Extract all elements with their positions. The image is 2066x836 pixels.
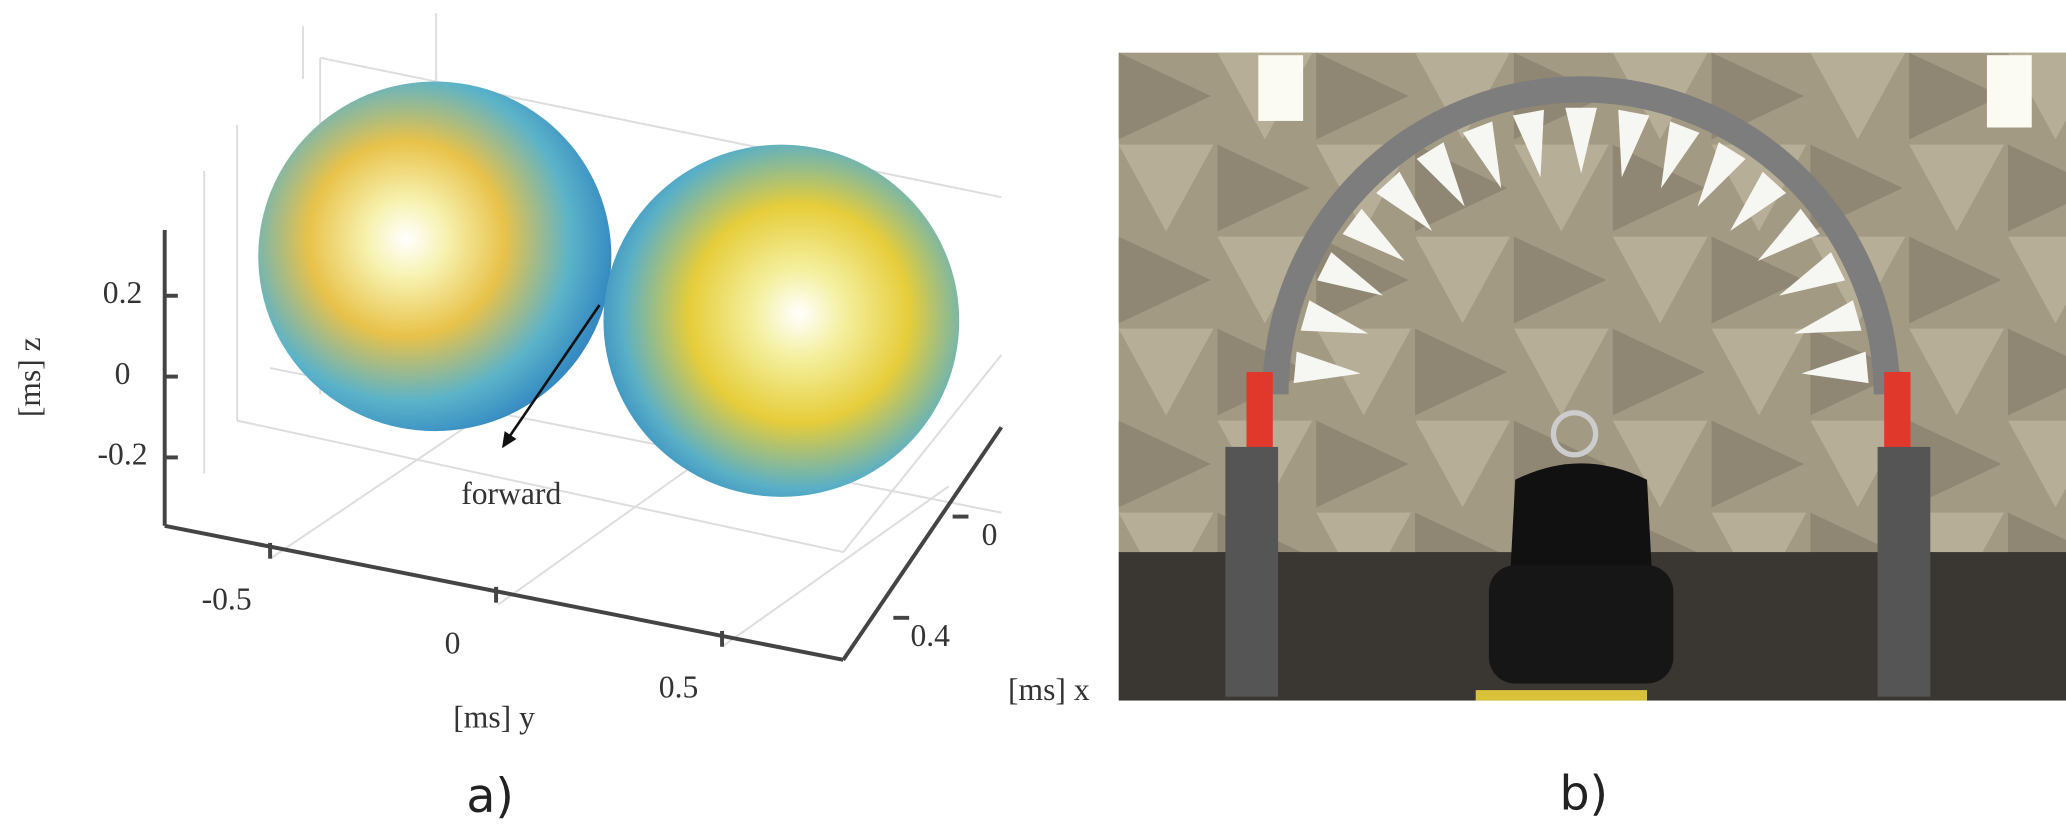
tick-label: -0.2 (98, 437, 148, 472)
tick-label: 0 (445, 625, 461, 660)
tick-label: 0.5 (659, 669, 699, 704)
lobe-left (258, 81, 611, 431)
tick-label: 0 (982, 517, 998, 552)
figure: forward [ms] z [ms] y [ms] x a) 0.2 0 -0.2… (0, 0, 2066, 836)
z-axis-label: [ms] z (12, 337, 47, 417)
photo (1119, 53, 2066, 701)
y-axis-label: [ms] y (453, 700, 535, 735)
annotation: forward (461, 476, 561, 511)
plot-3d: forward [ms] z [ms] y [ms] x a) 0.2 0 -0.2… (12, 13, 1090, 824)
tick-label: 0.4 (910, 618, 950, 653)
tick-label: 0.2 (103, 275, 143, 310)
lobe-right (603, 145, 959, 497)
arrow-head (502, 431, 516, 448)
panel-label: b) (1559, 767, 1608, 822)
x-axis-label: [ms] x (1008, 672, 1090, 707)
tick-label: -0.5 (202, 581, 252, 616)
tick-label: 0 (115, 356, 131, 391)
panel-label: a) (466, 769, 514, 824)
